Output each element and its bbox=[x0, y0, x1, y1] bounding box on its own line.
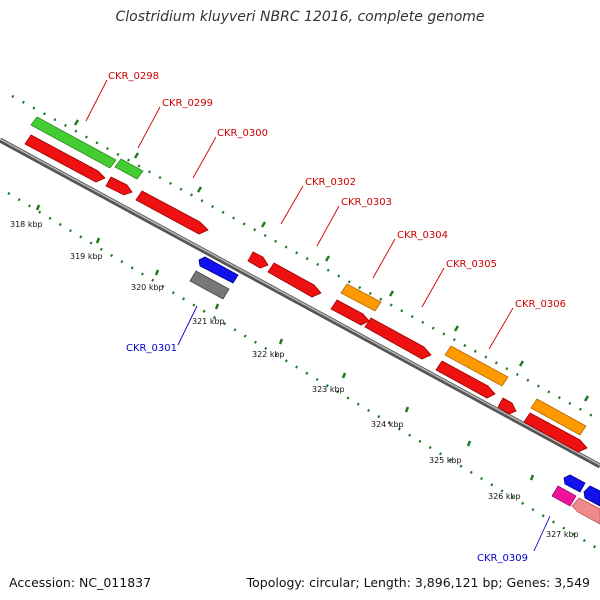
gene-label[interactable]: CKR_0299 bbox=[162, 98, 213, 109]
inner-major-ticks bbox=[35, 204, 596, 514]
gene-label[interactable]: CKR_0298 bbox=[108, 71, 159, 82]
gene-ckr-0299-cds[interactable] bbox=[105, 176, 133, 196]
gene-ckr-0302[interactable] bbox=[267, 262, 322, 298]
gene-ckr-0310[interactable] bbox=[583, 485, 600, 507]
gene-label[interactable]: CKR_0300 bbox=[217, 128, 268, 139]
tick-labels: 318 kbp 319 kbp 320 kbp 321 kbp 322 kbp … bbox=[10, 220, 579, 539]
gene-ckr-0304[interactable] bbox=[364, 317, 432, 360]
tick-label: 320 kbp bbox=[131, 283, 164, 292]
minus-strand-genes bbox=[189, 256, 600, 525]
gene-label[interactable]: CKR_0303 bbox=[341, 197, 392, 208]
tick-label: 321 kbp bbox=[192, 317, 225, 326]
gene-ckr-0306[interactable] bbox=[530, 398, 587, 436]
gene-ckr-0301[interactable] bbox=[198, 256, 239, 284]
tick-label: 327 kbp bbox=[546, 530, 579, 539]
gene-ckr-0301b[interactable] bbox=[189, 270, 230, 300]
genome-summary: Topology: circular; Length: 3,896,121 bp… bbox=[246, 575, 590, 590]
gene-label[interactable]: CKR_0304 bbox=[397, 230, 448, 241]
inner-dotted-ring bbox=[7, 191, 600, 552]
gene-ckr-0309b[interactable] bbox=[571, 497, 600, 525]
gene-ckr-0297[interactable] bbox=[24, 134, 106, 183]
gene-ckr-0305[interactable] bbox=[444, 345, 509, 387]
gene-ckr-0306-cds[interactable] bbox=[523, 412, 588, 453]
gene-label[interactable]: CKR_0301 bbox=[126, 343, 177, 354]
gene-ckr-0302a[interactable] bbox=[247, 251, 269, 269]
gene-label[interactable]: CKR_0305 bbox=[446, 259, 497, 270]
tick-label: 319 kbp bbox=[70, 252, 103, 261]
tick-label: 326 kbp bbox=[488, 492, 521, 501]
genome-backbone bbox=[0, 137, 600, 469]
gene-ckr-0300[interactable] bbox=[135, 190, 209, 235]
gene-label[interactable]: CKR_0302 bbox=[305, 177, 356, 188]
gene-ckr-0298[interactable] bbox=[30, 116, 117, 169]
tick-label: 318 kbp bbox=[10, 220, 43, 229]
outer-major-ticks bbox=[73, 119, 590, 402]
gene-ckr-0303-cds[interactable] bbox=[330, 299, 370, 326]
gene-ckr-0308[interactable] bbox=[563, 474, 586, 493]
tick-label: 322 kbp bbox=[252, 350, 285, 359]
gene-ckr-0305-cds[interactable] bbox=[435, 360, 496, 399]
accession-label: Accession: NC_011837 bbox=[9, 575, 152, 590]
plus-strand-genes bbox=[24, 116, 588, 453]
leader-lines-plus bbox=[85, 79, 514, 350]
gene-ckr-0303[interactable] bbox=[340, 283, 382, 312]
tick-label: 325 kbp bbox=[429, 456, 462, 465]
leader-lines-minus bbox=[177, 305, 551, 552]
tick-label: 324 kbp bbox=[371, 420, 404, 429]
gene-labels: CKR_0298 CKR_0299 CKR_0300 CKR_0302 CKR_… bbox=[108, 71, 566, 564]
tick-label: 323 kbp bbox=[312, 385, 345, 394]
gene-ckr-0305b[interactable] bbox=[497, 397, 517, 415]
gene-ckr-0299[interactable] bbox=[114, 158, 144, 180]
gene-label[interactable]: CKR_0309 bbox=[477, 553, 528, 564]
map-title: Clostridium kluyveri NBRC 12016, complet… bbox=[115, 9, 485, 25]
gene-ckr-0309[interactable] bbox=[551, 485, 577, 507]
gene-label[interactable]: CKR_0306 bbox=[515, 299, 566, 310]
